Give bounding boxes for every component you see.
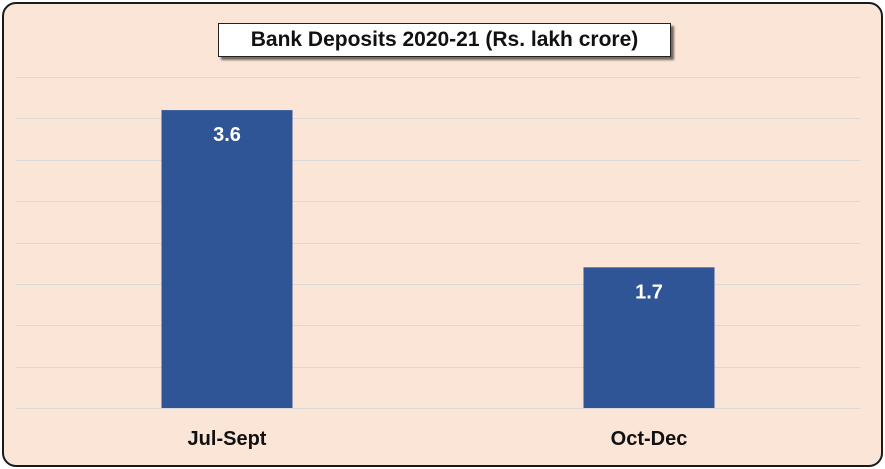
bar-oct-dec xyxy=(583,267,715,408)
x-tick-label: Jul-Sept xyxy=(188,428,267,450)
bar-jul-sept xyxy=(161,110,293,408)
data-label: 3.6 xyxy=(213,124,241,146)
chart-title: Bank Deposits 2020-21 (Rs. lakh crore) xyxy=(218,23,671,57)
data-label: 1.7 xyxy=(635,281,663,303)
x-tick-label: Oct-Dec xyxy=(611,428,688,450)
bar-chart: 3.6 Jul-Sept 1.7 Oct-Dec xyxy=(16,77,860,450)
